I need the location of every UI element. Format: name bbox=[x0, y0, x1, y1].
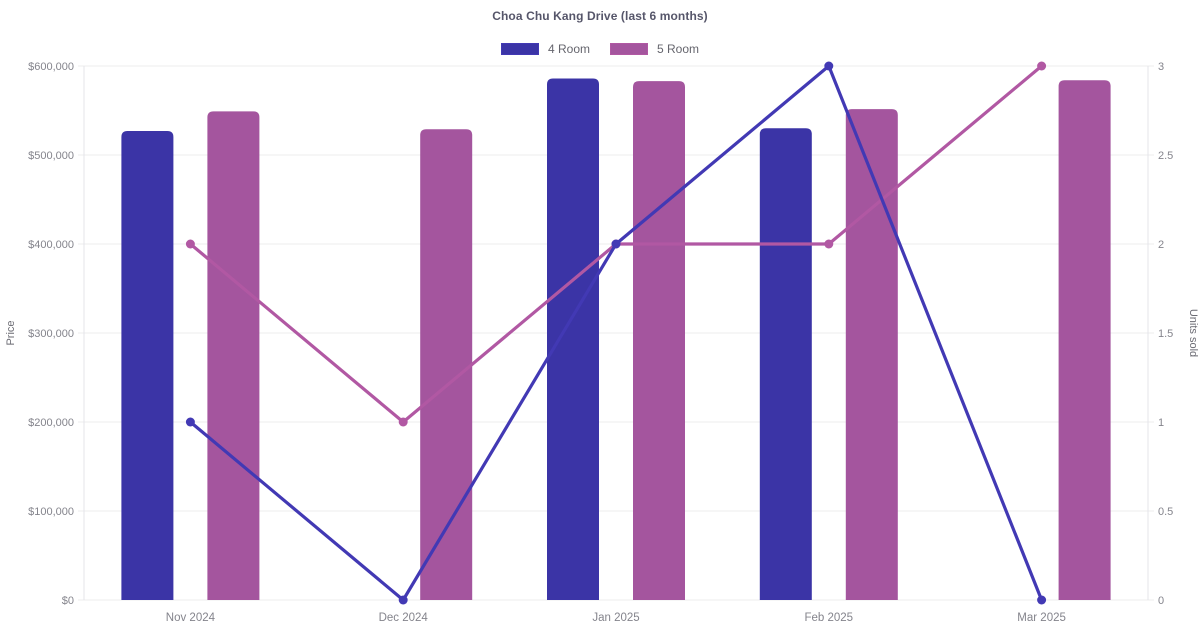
x-tick-label-mar-2025: Mar 2025 bbox=[1017, 612, 1066, 624]
y-left-tick-label: $400,000 bbox=[28, 239, 74, 251]
point-5-room-mar-2025[interactable] bbox=[1037, 61, 1047, 71]
point-4-room-jan-2025[interactable] bbox=[611, 239, 621, 249]
legend-swatch-4-room bbox=[500, 43, 539, 55]
chart-legend: 4 Room 5 Room bbox=[0, 42, 1200, 56]
y-right-tick-label: 3 bbox=[1158, 61, 1164, 73]
y-left-tick-label: $300,000 bbox=[28, 328, 74, 340]
bar-4-room-feb-2025[interactable] bbox=[759, 128, 812, 601]
point-5-room-nov-2024[interactable] bbox=[185, 239, 195, 249]
legend-label-4-room: 4 Room bbox=[547, 42, 590, 56]
point-5-room-feb-2025[interactable] bbox=[824, 239, 834, 249]
x-tick-label-nov-2024: Nov 2024 bbox=[166, 612, 216, 624]
point-4-room-dec-2024[interactable] bbox=[398, 595, 408, 605]
bar-5-room-dec-2024[interactable] bbox=[420, 129, 473, 600]
bar-4-room-jan-2025[interactable] bbox=[547, 78, 599, 600]
x-tick-label-jan-2025: Jan 2025 bbox=[592, 612, 639, 624]
x-tick-label-feb-2025: Feb 2025 bbox=[804, 612, 853, 624]
chart-title: Choa Chu Kang Drive (last 6 months) bbox=[492, 9, 708, 23]
y-right-tick-label: 1 bbox=[1158, 417, 1164, 429]
point-4-room-mar-2025[interactable] bbox=[1037, 595, 1047, 605]
y-right-axis-title: Units sold bbox=[1187, 309, 1199, 357]
bar-5-room-feb-2025[interactable] bbox=[845, 109, 898, 600]
bar-5-room-jan-2025[interactable] bbox=[633, 81, 685, 600]
y-left-tick-label: $100,000 bbox=[28, 506, 74, 518]
y-left-tick-label: $500,000 bbox=[28, 150, 74, 162]
legend-item-5-room[interactable]: 5 Room bbox=[610, 42, 699, 56]
point-4-room-feb-2025[interactable] bbox=[824, 61, 834, 71]
y-left-tick-label: $0 bbox=[62, 595, 74, 607]
y-right-tick-label: 0.5 bbox=[1158, 506, 1173, 518]
y-left-tick-label: $200,000 bbox=[28, 417, 74, 429]
bar-5-room-mar-2025[interactable] bbox=[1058, 80, 1111, 601]
bar-5-room-nov-2024[interactable] bbox=[207, 111, 260, 600]
legend-swatch-5-room bbox=[610, 43, 648, 55]
y-right-tick-label: 0 bbox=[1158, 595, 1164, 607]
point-4-room-nov-2024[interactable] bbox=[185, 417, 195, 427]
y-left-axis-title: Price bbox=[5, 320, 17, 345]
bar-4-room-nov-2024[interactable] bbox=[121, 130, 174, 600]
y-right-tick-label: 1.5 bbox=[1158, 328, 1173, 340]
y-right-tick-label: 2.5 bbox=[1158, 150, 1173, 162]
point-5-room-dec-2024[interactable] bbox=[398, 417, 408, 427]
x-tick-label-dec-2024: Dec 2024 bbox=[379, 612, 429, 624]
y-right-tick-label: 2 bbox=[1158, 239, 1164, 251]
legend-item-4-room[interactable]: 4 Room bbox=[500, 42, 590, 56]
legend-label-5-room: 5 Room bbox=[657, 42, 700, 56]
y-left-tick-label: $600,000 bbox=[28, 61, 74, 73]
